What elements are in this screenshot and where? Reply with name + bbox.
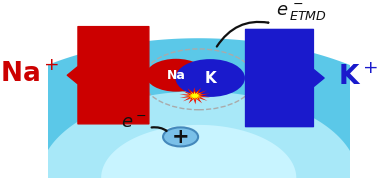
- Polygon shape: [179, 87, 210, 104]
- Text: K: K: [204, 70, 216, 85]
- Polygon shape: [101, 125, 296, 178]
- Polygon shape: [39, 91, 358, 178]
- Circle shape: [163, 127, 198, 146]
- Text: $e^-$: $e^-$: [121, 114, 147, 132]
- Text: Na: Na: [167, 69, 186, 82]
- Circle shape: [146, 59, 206, 92]
- Text: $e^{\,-}_{\,ETMD}$: $e^{\,-}_{\,ETMD}$: [276, 1, 327, 23]
- FancyArrowPatch shape: [217, 22, 268, 47]
- Polygon shape: [186, 91, 203, 100]
- Text: K$^+$: K$^+$: [338, 65, 378, 91]
- Polygon shape: [0, 38, 378, 178]
- Text: +: +: [172, 127, 189, 147]
- Circle shape: [175, 59, 245, 97]
- Text: Na$^+$: Na$^+$: [0, 62, 60, 88]
- FancyArrowPatch shape: [152, 127, 166, 131]
